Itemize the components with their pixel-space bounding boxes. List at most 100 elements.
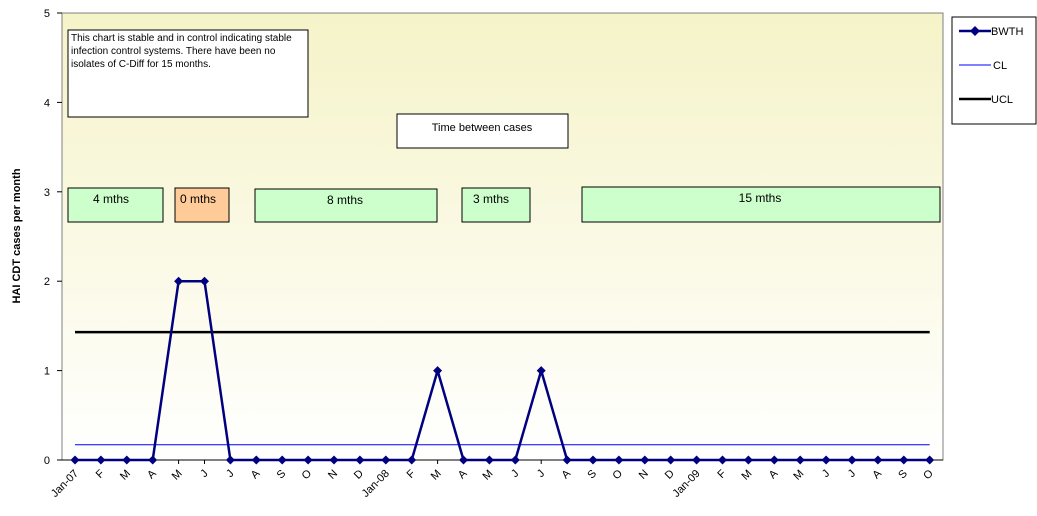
bwth-point [614,455,624,465]
y-tick-label: 4 [44,97,50,109]
x-tick-label: A [767,467,781,481]
bwth-point [821,455,831,465]
bwth-point [769,455,779,465]
bwth-point [666,455,676,465]
interval-box-2: 0 mths [174,187,230,223]
interval-box-3: 8 mths [254,188,438,223]
bwth-point [873,455,883,465]
x-tick-label: S [585,468,599,482]
y-axis-label: HAI CDT cases per month [11,168,23,303]
bwth-point [536,366,546,376]
legend-item-cl: CL [959,60,1007,72]
bwth-point [718,455,727,465]
interval-box-5: 15 mths [581,186,941,223]
bwth-point [588,455,598,465]
x-tick-label: J [509,468,521,480]
legend-label-cl: CL [993,60,1007,72]
y-tick-label: 3 [44,187,50,199]
interval-label-3: 8 mths [327,193,363,207]
x-tick-label: J [535,468,547,480]
note-box: This chart is stable and in control indi… [67,29,309,118]
bwth-point [510,455,520,465]
x-tick-label: M [740,468,755,483]
x-tick-label: M [170,468,185,483]
x-tick-label: M [118,468,133,483]
y-tick-label: 1 [44,366,50,378]
bwth-point [200,276,209,286]
interval-box-1: 4 mths [67,187,164,223]
x-tick-label: F [94,467,107,480]
x-tick-label: A [870,467,884,481]
x-tick-label: J [224,468,236,480]
x-tick-label: O [300,467,315,482]
x-tick-label: J [198,468,210,480]
bwth-point [433,366,443,376]
x-tick-label: N [326,468,340,482]
bwth-point [407,455,417,465]
x-tick-label: O [610,467,625,482]
bwth-series-line [75,279,930,462]
bwth-point [795,455,805,465]
x-tick-label: Jan-08 [360,468,392,500]
x-tick-label: A [560,467,574,481]
bwth-point [459,455,468,465]
bwth-point [96,455,106,465]
x-tick-label: S [275,468,289,482]
bwth-point [174,276,184,286]
legend-label-ucl: UCL [991,94,1013,106]
time-between-cases-heading: Time between cases [432,122,533,134]
time-between-cases-box: Time between cases [396,113,569,149]
bwth-point [225,455,235,465]
x-tick-label: Jan-07 [49,468,81,500]
x-tick-label: M [481,468,496,483]
x-tick-label: F [715,467,728,480]
bwth-point [251,455,261,465]
legend-item-bwth: BWTH [959,26,1023,38]
bwth-point [381,455,391,465]
legend: BWTH CL UCL [951,16,1037,125]
x-tick-label: J [820,468,832,480]
x-tick-label: F [405,467,418,480]
x-tick-label: M [429,468,444,483]
interval-label-1: 4 mths [93,192,129,206]
bwth-point [148,455,158,465]
bwth-point [692,455,702,465]
bwth-point [122,455,132,465]
legend-label-bwth: BWTH [991,26,1023,38]
bwth-point [640,455,650,465]
bwth-point [303,455,313,465]
bwth-point [70,455,80,465]
x-tick-label: A [249,467,263,481]
interval-box-4: 3 mths [461,187,531,223]
x-tick-label: N [637,468,651,482]
interval-label-5: 15 mths [739,191,782,205]
bwth-point [743,455,753,465]
y-tick-label: 0 [44,455,50,467]
x-tick-label: M [791,468,806,483]
x-tick-label: A [456,467,470,481]
bwth-point [562,455,572,465]
note-text: This chart is stable and in control indi… [71,33,292,70]
bwth-point [925,455,935,465]
bwth-point [355,455,365,465]
interval-label-4: 3 mths [473,192,509,206]
y-axis: 0 1 2 3 4 5 [44,8,62,467]
x-tick-label: J [846,468,858,480]
y-tick-label: 2 [44,276,50,288]
y-tick-label: 5 [44,8,50,20]
x-tick-label: A [145,467,159,481]
legend-item-ucl: UCL [959,94,1013,106]
interval-label-2: 0 mths [180,192,216,206]
bwth-point [277,455,287,465]
x-tick-label: D [663,468,677,482]
x-tick-label: D [352,468,366,482]
bwth-point [899,455,909,465]
bwth-point [484,455,494,465]
x-tick-label: Jan-09 [670,468,702,500]
x-tick-label: S [896,468,910,482]
bwth-point [329,455,339,465]
bwth-point [847,455,857,465]
bwth-markers [70,276,935,465]
